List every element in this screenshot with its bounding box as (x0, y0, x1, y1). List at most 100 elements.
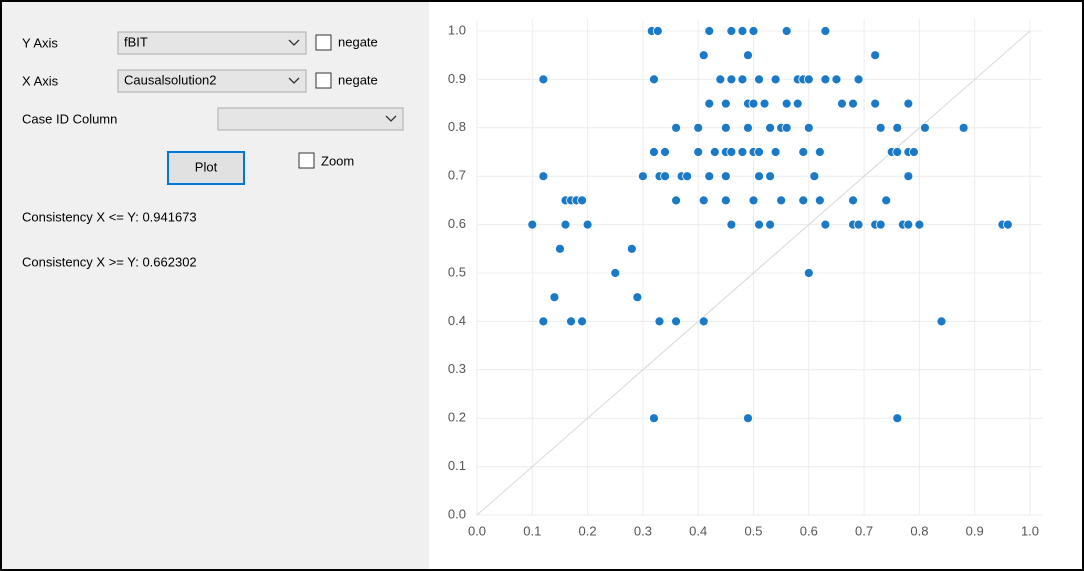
x-axis-label: X Axis (22, 73, 59, 88)
point (903, 219, 914, 230)
point (726, 219, 737, 230)
point (803, 268, 814, 278)
x-tick-label: 0.7 (855, 523, 873, 538)
point (776, 195, 787, 206)
point (853, 74, 864, 85)
consistency-text: Consistency X <= Y: 0.941673 (22, 209, 197, 224)
point (709, 147, 720, 157)
point (754, 219, 764, 230)
point (737, 147, 748, 157)
point (814, 147, 825, 157)
point (936, 316, 947, 327)
point (527, 219, 538, 230)
x-tick-label: 1.0 (1021, 523, 1039, 538)
point (720, 171, 731, 182)
point (743, 122, 753, 133)
zoom-label: Zoom (321, 153, 354, 168)
dropdown-value: fBIT (124, 34, 148, 49)
point (638, 171, 648, 182)
point (881, 195, 892, 206)
point (798, 147, 809, 157)
zoom-checkbox[interactable] (298, 152, 315, 169)
point (1002, 219, 1013, 230)
point (903, 171, 914, 182)
diagonal-line (476, 30, 1031, 516)
y-tick-label: 0.7 (448, 168, 466, 183)
x-tick-label: 0.8 (910, 523, 928, 538)
point (704, 171, 715, 182)
point (770, 74, 781, 85)
point (610, 268, 621, 278)
negate-label: negate (338, 72, 378, 87)
dropdown-value: Causalsolution2 (124, 72, 217, 87)
point (754, 171, 764, 182)
point (837, 98, 847, 109)
y-tick-label: 0.4 (448, 313, 466, 328)
point (870, 98, 881, 109)
case-id-label: Case ID Column (22, 111, 117, 126)
point (693, 122, 704, 133)
point (726, 26, 737, 36)
point (698, 195, 709, 206)
point (538, 74, 549, 85)
point (698, 316, 709, 327)
x-tick-label: 0.6 (800, 523, 818, 538)
point (649, 147, 659, 157)
point (754, 74, 764, 85)
point (538, 171, 549, 182)
x-axis-dropdown[interactable]: Causalsolution2 (117, 69, 307, 93)
plot-panel (429, 2, 1082, 569)
point (892, 122, 903, 133)
point (892, 147, 903, 157)
x-tick-label: 0.4 (689, 523, 707, 538)
point (671, 316, 681, 327)
point (892, 413, 903, 424)
point (792, 98, 803, 109)
point (748, 26, 759, 36)
negate-label: negate (338, 34, 378, 49)
point (770, 147, 781, 157)
point (765, 171, 775, 182)
point (759, 98, 770, 109)
point (720, 195, 731, 206)
plot-button[interactable]: Plot (167, 151, 245, 185)
point (720, 122, 731, 133)
point (754, 147, 764, 157)
point (737, 74, 748, 85)
point (781, 122, 792, 133)
point (848, 195, 858, 206)
point (682, 171, 693, 182)
point (748, 195, 759, 206)
negate-checkbox[interactable] (315, 34, 332, 51)
y-tick-label: 0.9 (448, 71, 466, 86)
y-axis-dropdown[interactable]: fBIT (117, 31, 307, 55)
y-tick-label: 0.2 (448, 410, 466, 425)
point (848, 98, 858, 109)
x-tick-label: 0.2 (579, 523, 597, 538)
point (660, 171, 670, 182)
y-tick-label: 0.3 (448, 361, 466, 376)
point (831, 74, 842, 85)
y-tick-label: 0.1 (448, 458, 466, 473)
point (803, 74, 814, 85)
y-axis-label: Y Axis (22, 35, 58, 50)
point (908, 147, 919, 157)
point (715, 74, 726, 85)
point (853, 219, 864, 230)
point (798, 195, 809, 206)
x-tick-label: 0.5 (744, 523, 762, 538)
point (654, 316, 665, 327)
x-tick-label: 0.0 (468, 523, 486, 538)
point (704, 98, 715, 109)
point (958, 122, 969, 133)
point (748, 98, 759, 109)
point (765, 219, 775, 230)
point (660, 147, 670, 157)
point (820, 74, 831, 85)
negate-checkbox[interactable] (315, 72, 332, 89)
x-tick-label: 0.3 (634, 523, 652, 538)
case-id-dropdown[interactable] (217, 107, 404, 131)
point (743, 413, 753, 424)
point (671, 122, 681, 133)
point (743, 50, 753, 61)
